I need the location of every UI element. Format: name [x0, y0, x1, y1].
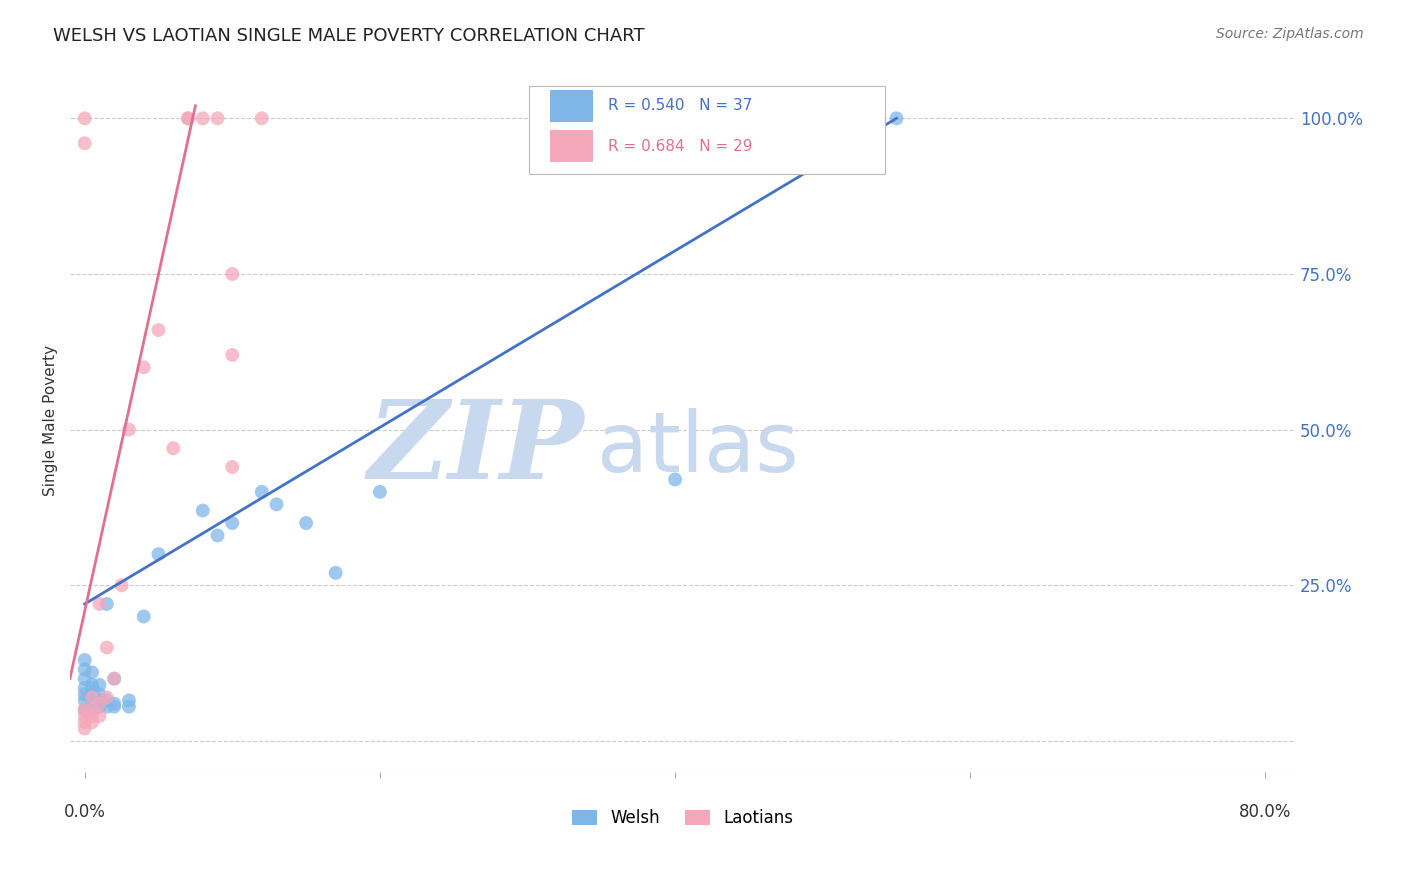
Point: [96, 597, 118, 611]
Point: [110, 578, 132, 592]
Text: 0.0%: 0.0%: [63, 803, 105, 821]
Point: [325, 566, 347, 580]
Point: [73, 715, 96, 730]
Point: [80, 703, 103, 717]
Text: WELSH VS LAOTIAN SINGLE MALE POVERTY CORRELATION CHART: WELSH VS LAOTIAN SINGLE MALE POVERTY COR…: [53, 27, 645, 45]
Point: [162, 442, 184, 456]
Point: [148, 323, 170, 337]
Point: [96, 640, 118, 655]
Point: [266, 497, 288, 511]
FancyBboxPatch shape: [550, 130, 593, 162]
Point: [89, 693, 111, 707]
Point: [103, 672, 125, 686]
Text: ZIP: ZIP: [368, 394, 585, 502]
Point: [103, 697, 125, 711]
Point: [80, 678, 103, 692]
Point: [664, 472, 686, 486]
Point: [177, 112, 200, 126]
Point: [103, 699, 125, 714]
Point: [96, 693, 118, 707]
Point: [73, 687, 96, 701]
Point: [80, 665, 103, 680]
Point: [89, 597, 111, 611]
Text: Source: ZipAtlas.com: Source: ZipAtlas.com: [1216, 27, 1364, 41]
Point: [886, 112, 908, 126]
Text: atlas: atlas: [596, 408, 799, 489]
Point: [221, 460, 243, 475]
Point: [221, 516, 243, 530]
Legend: Welsh, Laotians: Welsh, Laotians: [565, 803, 800, 834]
Point: [191, 503, 214, 517]
Point: [132, 609, 155, 624]
Point: [118, 423, 141, 437]
Point: [96, 699, 118, 714]
Point: [89, 709, 111, 723]
Point: [80, 709, 103, 723]
Point: [80, 690, 103, 705]
Point: [80, 681, 103, 695]
Point: [103, 672, 125, 686]
Point: [250, 484, 273, 499]
Point: [118, 699, 141, 714]
Point: [89, 678, 111, 692]
Point: [73, 709, 96, 723]
Point: [73, 112, 96, 126]
Point: [132, 360, 155, 375]
Point: [368, 484, 391, 499]
Point: [89, 699, 111, 714]
Point: [250, 112, 273, 126]
FancyBboxPatch shape: [550, 90, 593, 121]
Point: [89, 687, 111, 701]
Point: [73, 653, 96, 667]
Point: [221, 267, 243, 281]
Point: [177, 112, 200, 126]
Point: [80, 693, 103, 707]
Point: [73, 703, 96, 717]
Point: [295, 516, 318, 530]
Text: 80.0%: 80.0%: [1239, 803, 1292, 821]
Y-axis label: Single Male Poverty: Single Male Poverty: [44, 344, 58, 496]
Point: [73, 703, 96, 717]
Point: [96, 690, 118, 705]
Point: [89, 697, 111, 711]
Point: [73, 681, 96, 695]
Text: R = 0.540   N = 37: R = 0.540 N = 37: [607, 98, 752, 113]
Point: [221, 348, 243, 362]
Point: [207, 112, 229, 126]
Point: [80, 687, 103, 701]
Point: [118, 693, 141, 707]
Point: [148, 547, 170, 561]
Point: [207, 528, 229, 542]
Point: [191, 112, 214, 126]
Point: [73, 722, 96, 736]
Point: [73, 136, 96, 151]
Point: [80, 703, 103, 717]
Text: R = 0.684   N = 29: R = 0.684 N = 29: [607, 139, 752, 153]
Point: [73, 672, 96, 686]
FancyBboxPatch shape: [529, 87, 884, 174]
Point: [73, 693, 96, 707]
Point: [73, 662, 96, 676]
Point: [80, 715, 103, 730]
